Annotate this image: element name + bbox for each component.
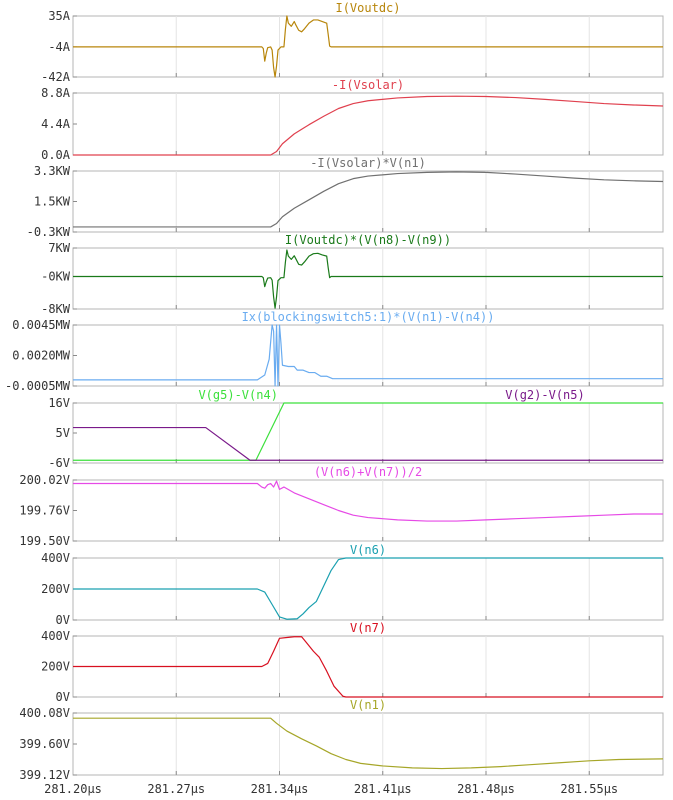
x-tick-label: 281.55µs bbox=[560, 782, 618, 796]
panel-p2: 8.8A 4.4A 0.0A -I(Vsolar) bbox=[41, 78, 664, 162]
x-tick-label: 281.48µs bbox=[457, 782, 515, 796]
y-tick-label: -6V bbox=[48, 456, 70, 470]
trace-Ix(blockingswitch5:1)*(V(n1)-V(n4)) bbox=[73, 324, 663, 387]
trace-V(n6) bbox=[73, 557, 663, 620]
trace-V(g2)-V(n5) bbox=[73, 426, 663, 461]
plot-frame bbox=[72, 324, 664, 387]
plot-frame bbox=[72, 92, 664, 156]
panel-p4: 7KW -0KW -8KW I(Voutdc)*(V(n8)-V(n9)) bbox=[41, 233, 664, 316]
y-tick-label: 400.08V bbox=[19, 706, 70, 720]
y-tick-label: -0.0005MW bbox=[5, 379, 71, 393]
trace-title: V(g5)-V(n4) bbox=[198, 388, 277, 402]
y-tick-label: 199.76V bbox=[19, 504, 70, 518]
x-axis: 281.20µs 281.27µs 281.34µs 281.41µs 281.48µs… bbox=[44, 782, 618, 796]
y-tick-label: 5V bbox=[56, 426, 70, 440]
trace--I(Vsolar)*V(n1) bbox=[73, 171, 663, 228]
trace--I(Vsolar) bbox=[73, 95, 663, 156]
y-tick-label: -4A bbox=[48, 40, 70, 54]
panel-p9: 400V 200V 0V V(n7) bbox=[41, 621, 664, 704]
x-tick-label: 281.34µs bbox=[251, 782, 309, 796]
y-tick-label: 0V bbox=[56, 613, 70, 627]
y-tick-label: 200.02V bbox=[19, 473, 70, 487]
y-tick-label: 400V bbox=[41, 629, 70, 643]
y-tick-label: 0.0045MW bbox=[12, 318, 71, 332]
y-tick-label: 0V bbox=[56, 690, 70, 704]
trace-I(Voutdc) bbox=[73, 15, 663, 78]
plot-frame bbox=[72, 247, 664, 310]
y-tick-label: -8KW bbox=[41, 302, 71, 316]
trace-title: V(n6) bbox=[350, 543, 386, 557]
y-tick-label: 8.8A bbox=[41, 86, 71, 100]
y-tick-label: 200V bbox=[41, 582, 70, 596]
y-tick-label: 399.60V bbox=[19, 737, 70, 751]
trace-title: I(Voutdc)*(V(n8)-V(n9)) bbox=[285, 233, 451, 247]
plot-frame bbox=[72, 170, 664, 233]
y-tick-label: 399.12V bbox=[19, 768, 70, 782]
x-tick-label: 281.27µs bbox=[147, 782, 205, 796]
trace-title: V(n1) bbox=[350, 698, 386, 712]
trace-V(n1) bbox=[73, 717, 663, 770]
trace-I(Voutdc)*(V(n8)-V(n9)) bbox=[73, 249, 663, 309]
trace-title: V(g2)-V(n5) bbox=[505, 388, 584, 402]
trace-title: -I(Vsolar)*V(n1) bbox=[310, 156, 426, 170]
y-tick-label: -0KW bbox=[41, 269, 71, 283]
x-tick-label: 281.41µs bbox=[354, 782, 412, 796]
trace-title: Ix(blockingswitch5:1)*(V(n1)-V(n4)) bbox=[242, 310, 495, 324]
y-tick-label: 35A bbox=[48, 9, 70, 23]
y-tick-label: 0.0A bbox=[41, 148, 71, 162]
y-tick-label: 0.0020MW bbox=[12, 349, 71, 363]
y-tick-label: 4.4A bbox=[41, 117, 71, 131]
trace-title: -I(Vsolar) bbox=[332, 78, 404, 92]
trace-title: (V(n6)+V(n7))/2 bbox=[314, 465, 422, 479]
trace-V(n7) bbox=[73, 636, 663, 698]
x-tick-label: 281.20µs bbox=[44, 782, 102, 796]
y-tick-label: -42A bbox=[41, 70, 71, 84]
trace-title: I(Voutdc) bbox=[335, 1, 400, 15]
y-tick-label: 1.5KW bbox=[34, 195, 71, 209]
y-tick-label: 199.50V bbox=[19, 534, 70, 548]
y-tick-label: 16V bbox=[48, 396, 70, 410]
panel-p3: 3.3KW 1.5KW -0.3KW -I(Vsolar)*V(n1) bbox=[27, 156, 664, 239]
plot-frame bbox=[72, 402, 664, 464]
panel-p1: 35A -4A -42A I(Voutdc) bbox=[41, 1, 664, 84]
trace-(V(n6)+V(n7))/2 bbox=[73, 480, 663, 522]
y-tick-label: 200V bbox=[41, 660, 70, 674]
panel-p8: 400V 200V 0V V(n6) bbox=[41, 543, 664, 627]
y-tick-label: 7KW bbox=[48, 241, 70, 255]
plot-frame bbox=[72, 479, 664, 542]
y-tick-label: -0.3KW bbox=[27, 225, 71, 239]
panel-p5: 0.0045MW 0.0020MW -0.0005MW Ix(blockingswit… bbox=[5, 310, 664, 393]
panel-p6: 16V 5V -6V V(g5)-V(n4) V(g2)-V(n5) bbox=[48, 388, 664, 470]
panel-p7: 200.02V 199.76V 199.50V (V(n6)+V(n7))/2 bbox=[19, 465, 664, 548]
y-tick-label: 3.3KW bbox=[34, 164, 71, 178]
plot-frame bbox=[72, 712, 664, 776]
y-tick-label: 400V bbox=[41, 551, 70, 565]
trace-title: V(n7) bbox=[350, 621, 386, 635]
panel-p10: 400.08V 399.60V 399.12V V(n1) bbox=[19, 698, 664, 782]
